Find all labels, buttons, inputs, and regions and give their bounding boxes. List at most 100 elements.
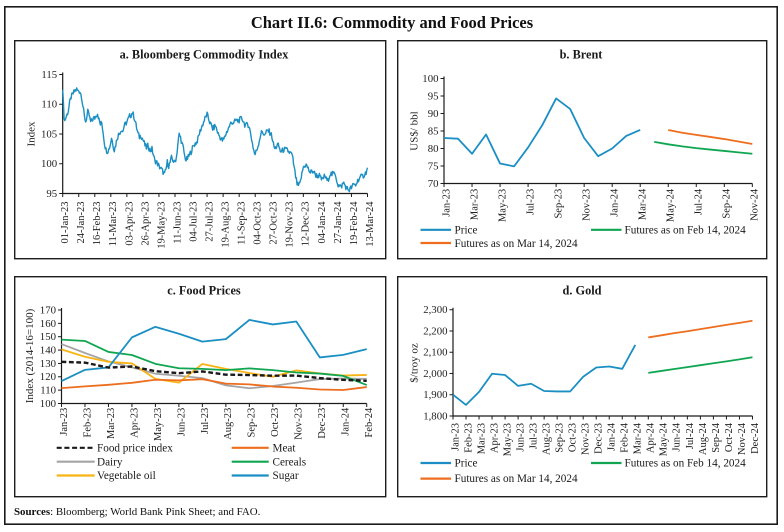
svg-text:Jun-23: Jun-23 (516, 423, 527, 452)
svg-text:100: 100 (41, 158, 57, 170)
svg-text:Price: Price (455, 458, 478, 470)
svg-text:May-23: May-23 (502, 423, 513, 456)
svg-text:11-Sep-23: 11-Sep-23 (237, 202, 248, 245)
svg-text:Jul-23: Jul-23 (529, 423, 540, 449)
svg-text:Aug-24: Aug-24 (698, 422, 709, 455)
svg-text:Mar-23: Mar-23 (469, 189, 480, 220)
svg-text:105: 105 (41, 128, 57, 140)
svg-text:115: 115 (41, 69, 57, 81)
svg-text:Dec-23: Dec-23 (594, 423, 605, 454)
svg-text:Sep-23: Sep-23 (247, 408, 258, 438)
svg-text:2,300: 2,300 (423, 304, 447, 316)
svg-text:01-Jan-23: 01-Jan-23 (60, 202, 71, 244)
svg-text:80: 80 (428, 143, 439, 155)
svg-text:11-Mar-23: 11-Mar-23 (108, 202, 119, 247)
svg-text:b. Brent: b. Brent (560, 48, 604, 62)
svg-text:Dec-23: Dec-23 (317, 408, 328, 439)
svg-text:95: 95 (46, 188, 57, 200)
svg-text:Cereals: Cereals (273, 456, 307, 468)
svg-text:Chart II.6: Commodity and Food: Chart II.6: Commodity and Food Prices (251, 13, 534, 32)
svg-text:Jun-23: Jun-23 (176, 408, 187, 437)
svg-text:May-24: May-24 (659, 422, 670, 456)
svg-text:Aug-23: Aug-23 (542, 423, 553, 455)
svg-text:Vegetable oil: Vegetable oil (97, 470, 156, 482)
svg-text:Sep-23: Sep-23 (555, 423, 566, 453)
svg-text:Index: Index (26, 121, 38, 147)
svg-text:a. Bloomberg Commodity Index: a. Bloomberg Commodity Index (120, 48, 290, 62)
svg-text:1,800: 1,800 (423, 410, 447, 422)
svg-text:Feb-24: Feb-24 (620, 422, 631, 452)
svg-text:Sep-23: Sep-23 (554, 189, 565, 219)
svg-text:13-Mar-24: 13-Mar-24 (365, 201, 376, 247)
svg-text:Feb-23: Feb-23 (463, 423, 474, 453)
svg-text:2,000: 2,000 (423, 368, 447, 380)
svg-text:19-Nov-23: 19-Nov-23 (285, 202, 296, 248)
svg-text:120: 120 (40, 371, 56, 383)
svg-text:Nov-23: Nov-23 (582, 189, 593, 221)
svg-text:Mar-23: Mar-23 (476, 423, 487, 454)
svg-text:Apr-23: Apr-23 (129, 408, 140, 438)
svg-text:11-Jun-23: 11-Jun-23 (172, 202, 183, 244)
svg-text:2,200: 2,200 (423, 325, 447, 337)
svg-text:12-Dec-23: 12-Dec-23 (301, 202, 312, 247)
svg-text:May-23: May-23 (497, 189, 508, 222)
svg-text:Feb-23: Feb-23 (82, 408, 93, 438)
svg-text:04-Jul-23: 04-Jul-23 (188, 202, 199, 242)
svg-text:Apr-23: Apr-23 (489, 423, 500, 453)
svg-text:110: 110 (40, 385, 56, 397)
svg-text:Mar-23: Mar-23 (106, 408, 117, 439)
svg-text:Nov-23: Nov-23 (581, 423, 592, 455)
svg-text:Futures as on Feb 14, 2024: Futures as on Feb 14, 2024 (625, 224, 747, 236)
svg-text:Jan-24: Jan-24 (610, 188, 621, 217)
svg-text:100: 100 (422, 73, 438, 85)
svg-text:Sugar: Sugar (273, 470, 299, 482)
svg-text:19-Aug-23: 19-Aug-23 (221, 202, 232, 248)
svg-text:24-Jan-23: 24-Jan-23 (76, 202, 87, 244)
svg-text:Meat: Meat (273, 442, 297, 454)
svg-text:110: 110 (41, 99, 57, 111)
svg-text:Jan-24: Jan-24 (607, 422, 618, 451)
svg-text:Oct-24: Oct-24 (724, 422, 735, 452)
svg-text:19-May-23: 19-May-23 (156, 202, 167, 249)
svg-text:Futures as on Mar 14, 2024: Futures as on Mar 14, 2024 (455, 473, 578, 485)
svg-text:90: 90 (428, 108, 439, 120)
svg-text:Nov-24: Nov-24 (750, 188, 761, 221)
svg-text:1,900: 1,900 (423, 389, 447, 401)
svg-text:Dec-24: Dec-24 (750, 422, 761, 454)
svg-text:c. Food Prices: c. Food Prices (167, 284, 241, 298)
svg-text:Jul-24: Jul-24 (685, 422, 696, 449)
svg-text:Price: Price (455, 224, 478, 236)
svg-text:70: 70 (428, 178, 439, 190)
svg-text:Futures as on Mar 14, 2024: Futures as on Mar 14, 2024 (455, 238, 578, 250)
svg-text:Food price index: Food price index (97, 442, 173, 454)
svg-text:Aug-23: Aug-23 (223, 408, 234, 440)
svg-text:Nov-23: Nov-23 (294, 408, 305, 440)
svg-text:150: 150 (40, 331, 56, 343)
svg-text:03-Apr-23: 03-Apr-23 (124, 202, 135, 246)
svg-text:Sep-24: Sep-24 (722, 188, 733, 218)
svg-text:US$/ bbl: US$/ bbl (409, 111, 421, 150)
svg-text:Apr-24: Apr-24 (646, 422, 657, 453)
svg-text:130: 130 (40, 358, 56, 370)
svg-text:Dairy: Dairy (97, 456, 123, 468)
svg-text:Jul-24: Jul-24 (694, 188, 705, 215)
svg-text:d. Gold: d. Gold (563, 284, 602, 298)
svg-text:100: 100 (40, 398, 56, 410)
svg-text:04-Jan-24: 04-Jan-24 (317, 201, 328, 244)
svg-text:$/troy oz: $/troy oz (409, 343, 421, 383)
svg-text:Futures as on Feb 14, 2024: Futures as on Feb 14, 2024 (625, 458, 747, 470)
svg-text:27-Oct-23: 27-Oct-23 (269, 202, 280, 245)
svg-text:160: 160 (40, 318, 56, 330)
svg-text:27-Jul-23: 27-Jul-23 (204, 202, 215, 242)
svg-text:170: 170 (40, 304, 56, 316)
svg-text:May-24: May-24 (666, 188, 677, 222)
svg-text:Mar-24: Mar-24 (633, 422, 644, 454)
svg-text:27-Jan-24: 27-Jan-24 (333, 201, 344, 244)
svg-text:26-Apr-23: 26-Apr-23 (140, 202, 151, 246)
svg-text:85: 85 (428, 125, 439, 137)
svg-text:2,100: 2,100 (423, 347, 447, 359)
svg-text:Jul-23: Jul-23 (525, 189, 536, 215)
svg-text:Nov-24: Nov-24 (737, 422, 748, 455)
svg-text:19-Feb-24: 19-Feb-24 (349, 201, 360, 245)
svg-text:95: 95 (428, 90, 439, 102)
